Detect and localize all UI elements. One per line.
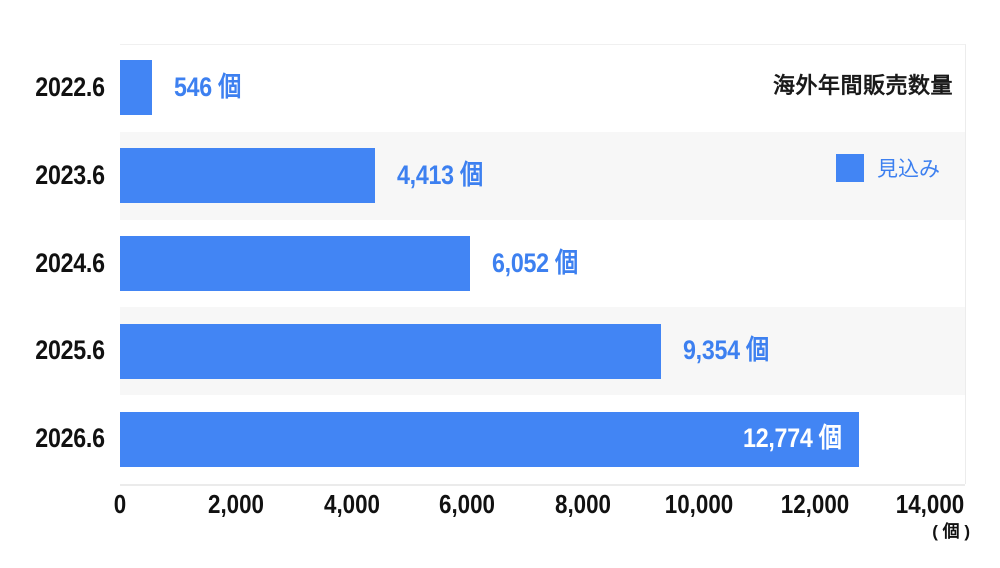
- x-tick-label: 2,000: [208, 489, 301, 519]
- value-label-text: 4,413 個: [397, 159, 484, 190]
- x-tick-text: 12,000: [780, 489, 849, 519]
- x-tick-text: 0: [113, 489, 127, 519]
- category-label: 2026.6: [0, 395, 106, 483]
- x-tick-text: 6,000: [439, 489, 496, 519]
- category-label: 2025.6: [0, 307, 106, 395]
- value-label: 6,052 個: [492, 220, 592, 308]
- legend-label: 見込み: [877, 157, 940, 181]
- x-tick-label: 8,000: [555, 489, 648, 519]
- x-tick-text: 10,000: [664, 489, 733, 519]
- value-label-text: 12,774 個: [742, 423, 842, 454]
- category-label: 2022.6: [0, 44, 106, 132]
- category-label: 2024.6: [0, 220, 106, 308]
- bar: [120, 411, 860, 467]
- x-axis-line: [120, 484, 965, 486]
- category-label: 2023.6: [0, 132, 106, 220]
- value-label-text: 9,354 個: [683, 335, 770, 366]
- bar: [120, 236, 471, 291]
- x-tick-label: 12,000: [780, 489, 895, 519]
- x-tick-label: 4,000: [324, 489, 417, 519]
- bar: [120, 60, 152, 116]
- x-tick-label: 10,000: [665, 489, 779, 519]
- x-tick-label: 0: [114, 489, 134, 519]
- value-label: 12,774 個: [120, 395, 842, 483]
- x-tick-text: 2,000: [207, 489, 264, 519]
- bar: [120, 148, 376, 204]
- x-tick-text: 8,000: [555, 489, 611, 519]
- category-label-text: 2023.6: [35, 159, 106, 190]
- x-tick-text: 14,000: [896, 489, 965, 519]
- chart-title: 海外年間販売数量: [772, 73, 953, 98]
- value-label: 546 個: [174, 44, 252, 132]
- category-label-text: 2024.6: [35, 247, 106, 278]
- bar: [120, 323, 662, 379]
- value-label-text: 6,052 個: [492, 247, 579, 278]
- category-label-text: 2025.6: [35, 335, 106, 366]
- x-tick-text: 4,000: [323, 489, 380, 519]
- category-label-text: 2022.6: [35, 72, 106, 102]
- value-label: 4,413 個: [397, 132, 497, 220]
- value-label-text: 546 個: [173, 72, 241, 102]
- x-tick-label: 14,000: [896, 489, 1000, 519]
- x-tick-label: 6,000: [439, 489, 532, 519]
- value-label: 9,354 個: [683, 307, 783, 395]
- legend: 見込み: [836, 153, 940, 182]
- unit-label: ( 個 ): [932, 522, 970, 541]
- category-label-text: 2026.6: [35, 423, 106, 454]
- legend-swatch-icon: [836, 153, 864, 182]
